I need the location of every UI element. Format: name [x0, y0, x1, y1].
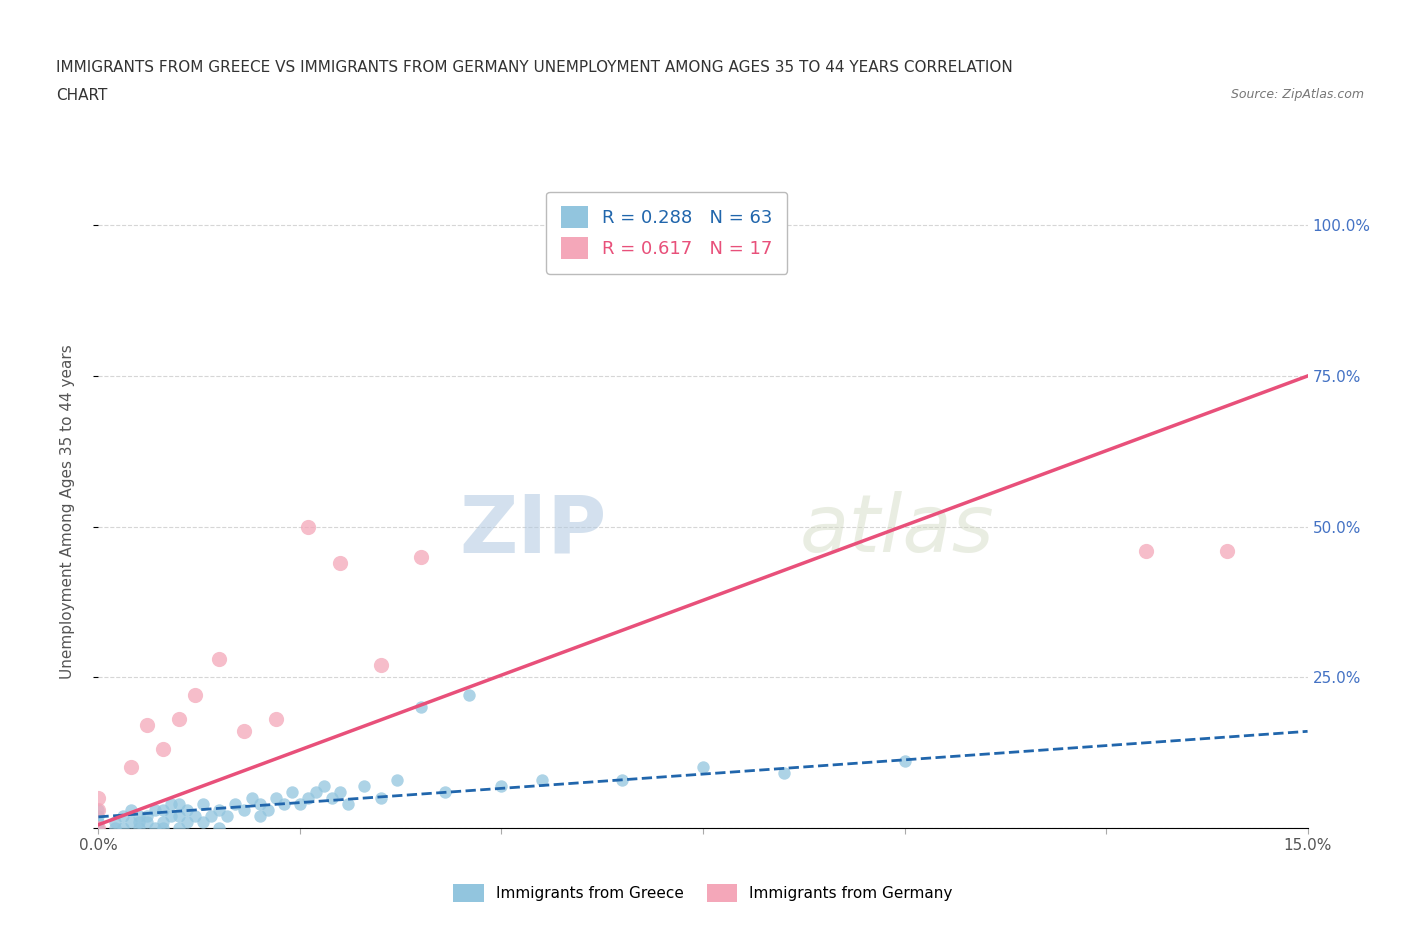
- Point: [491, 778, 513, 793]
- Point: [143, 803, 166, 817]
- Point: [353, 778, 375, 793]
- Legend: Immigrants from Greece, Immigrants from Germany: Immigrants from Greece, Immigrants from …: [447, 878, 959, 909]
- Point: [160, 808, 183, 823]
- Text: CHART: CHART: [56, 88, 108, 103]
- Point: [256, 803, 278, 817]
- Point: [612, 772, 634, 787]
- Point: [434, 784, 457, 799]
- Point: [305, 784, 328, 799]
- Point: [193, 796, 215, 811]
- Point: [120, 815, 142, 830]
- Point: [167, 796, 190, 811]
- Point: [128, 815, 150, 830]
- Point: [409, 550, 432, 565]
- Point: [87, 820, 110, 835]
- Point: [1135, 543, 1157, 558]
- Point: [288, 796, 311, 811]
- Point: [314, 778, 336, 793]
- Point: [208, 652, 231, 667]
- Point: [87, 808, 110, 823]
- Point: [217, 808, 239, 823]
- Point: [321, 790, 343, 805]
- Point: [240, 790, 263, 805]
- Point: [208, 803, 231, 817]
- Text: Source: ZipAtlas.com: Source: ZipAtlas.com: [1230, 88, 1364, 101]
- Point: [297, 790, 319, 805]
- Point: [135, 718, 157, 733]
- Point: [200, 808, 222, 823]
- Point: [329, 555, 352, 570]
- Point: [249, 808, 271, 823]
- Point: [893, 754, 915, 769]
- Point: [249, 796, 271, 811]
- Point: [111, 808, 134, 823]
- Point: [87, 790, 110, 805]
- Point: [184, 808, 207, 823]
- Point: [184, 688, 207, 703]
- Point: [409, 699, 432, 714]
- Point: [264, 711, 287, 726]
- Text: IMMIGRANTS FROM GREECE VS IMMIGRANTS FROM GERMANY UNEMPLOYMENT AMONG AGES 35 TO : IMMIGRANTS FROM GREECE VS IMMIGRANTS FRO…: [56, 60, 1012, 75]
- Point: [120, 760, 142, 775]
- Point: [224, 796, 246, 811]
- Point: [208, 820, 231, 835]
- Point: [176, 803, 198, 817]
- Point: [297, 519, 319, 534]
- Point: [103, 815, 125, 830]
- Point: [120, 803, 142, 817]
- Text: atlas: atlas: [800, 491, 994, 569]
- Point: [329, 784, 352, 799]
- Point: [193, 815, 215, 830]
- Point: [167, 820, 190, 835]
- Point: [87, 820, 110, 835]
- Point: [458, 688, 481, 703]
- Point: [273, 796, 295, 811]
- Point: [152, 815, 174, 830]
- Point: [232, 724, 254, 738]
- Point: [176, 815, 198, 830]
- Point: [135, 808, 157, 823]
- Point: [135, 815, 157, 830]
- Point: [370, 658, 392, 672]
- Point: [337, 796, 360, 811]
- Point: [1216, 543, 1239, 558]
- Y-axis label: Unemployment Among Ages 35 to 44 years: Unemployment Among Ages 35 to 44 years: [60, 344, 75, 679]
- Point: [87, 803, 110, 817]
- Point: [692, 760, 714, 775]
- Point: [152, 820, 174, 835]
- Point: [128, 808, 150, 823]
- Point: [772, 766, 794, 781]
- Point: [167, 808, 190, 823]
- Point: [143, 820, 166, 835]
- Point: [103, 820, 125, 835]
- Text: ZIP: ZIP: [458, 491, 606, 569]
- Point: [152, 742, 174, 757]
- Point: [264, 790, 287, 805]
- Point: [111, 820, 134, 835]
- Point: [87, 815, 110, 830]
- Legend: R = 0.288   N = 63, R = 0.617   N = 17: R = 0.288 N = 63, R = 0.617 N = 17: [547, 192, 787, 273]
- Point: [370, 790, 392, 805]
- Point: [385, 772, 408, 787]
- Point: [167, 711, 190, 726]
- Point: [232, 803, 254, 817]
- Point: [281, 784, 304, 799]
- Point: [160, 796, 183, 811]
- Point: [152, 803, 174, 817]
- Point: [87, 820, 110, 835]
- Point: [128, 820, 150, 835]
- Point: [87, 803, 110, 817]
- Point: [530, 772, 553, 787]
